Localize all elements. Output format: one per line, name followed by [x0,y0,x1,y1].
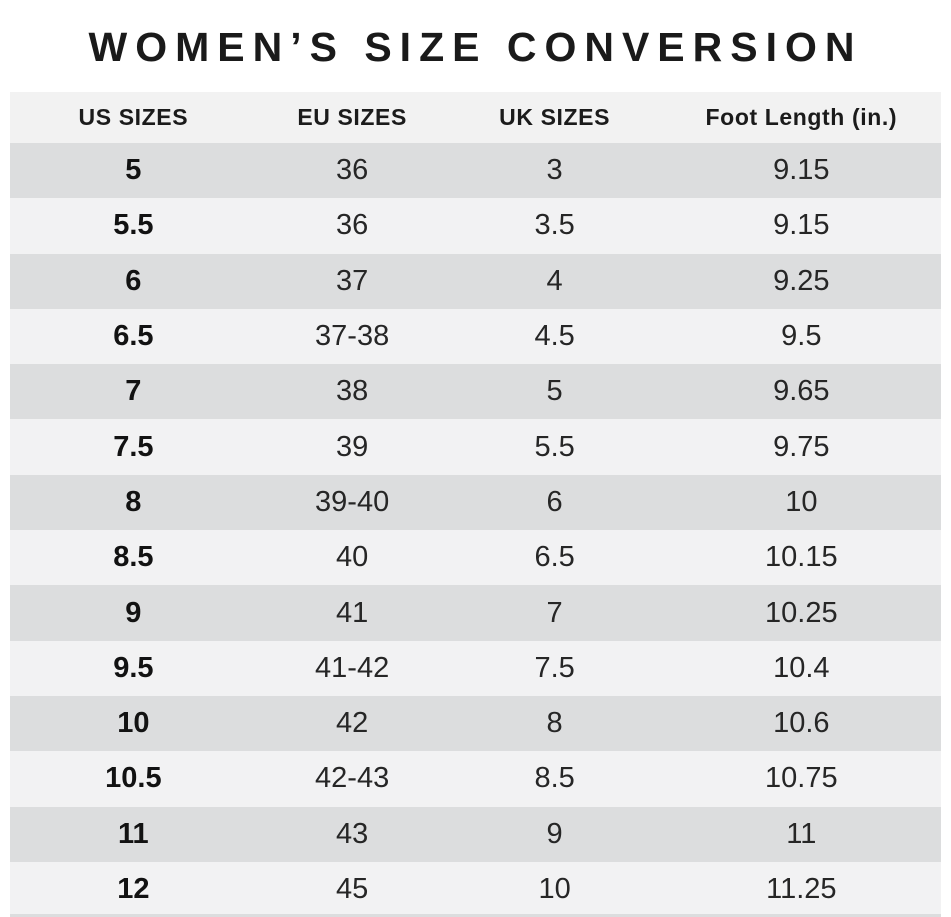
table-row: 10 42 8 10.6 [10,695,941,752]
cell-foot-length-in: 10.75 [765,762,838,795]
cell-uk-sizes: 5 [546,375,563,408]
column-header-foot-length-in: Foot Length (in.) [705,104,898,130]
cell-us-sizes: 8.5 [113,541,154,574]
cell-us-sizes: 6.5 [113,320,154,353]
table-bottom-edge [10,914,941,917]
cell-eu-sizes: 38 [335,375,369,408]
cell-eu-sizes: 36 [335,154,369,187]
cell-eu-sizes: 45 [335,873,369,905]
cell-eu-sizes: 42 [335,707,369,740]
cell-foot-length-in: 9.15 [773,209,830,242]
table-row: 7 38 5 9.65 [10,364,941,420]
cell-uk-sizes: 5.5 [534,430,575,463]
cell-eu-sizes: 42-43 [315,762,390,795]
cell-uk-sizes: 7.5 [534,651,575,684]
table-row: 5.5 36 3.5 9.15 [10,198,941,254]
table-row: 7.5 39 5.5 9.75 [10,419,941,475]
cell-foot-length-in: 9.25 [773,264,830,297]
cell-foot-length-in: 9.5 [781,320,822,353]
cell-uk-sizes: 4 [546,264,563,297]
cell-uk-sizes: 8 [546,707,563,740]
cell-eu-sizes: 41-42 [315,651,390,684]
table-row: 9.5 41-42 7.5 10.4 [10,640,941,696]
cell-eu-sizes: 43 [335,817,369,850]
cell-us-sizes: 10 [117,707,150,740]
cell-us-sizes: 8 [125,485,142,518]
table-header-row: US SIZES EU SIZES UK SIZES Foot Length (in.… [10,92,941,143]
table-row: 9 41 7 10.25 [10,585,941,641]
column-header-uk-sizes: UK SIZES [499,104,611,130]
cell-eu-sizes: 36 [335,209,369,242]
page-title: WOMEN’S SIZE CONVERSION [88,23,863,70]
table-row: 8.5 40 6.5 10.15 [10,530,941,586]
cell-us-sizes: 5 [125,154,142,187]
cell-us-sizes: 6 [125,264,142,297]
cell-eu-sizes: 37 [335,264,369,297]
cell-us-sizes: 9.5 [113,651,154,684]
cell-uk-sizes: 3 [546,154,563,187]
cell-foot-length-in: 9.65 [773,375,830,408]
cell-us-sizes: 9 [125,596,142,629]
cell-foot-length-in: 11.25 [766,873,837,905]
table-row: 6 37 4 9.25 [10,253,941,309]
size-conversion-table: US SIZES EU SIZES UK SIZES Foot Length (in.… [10,92,941,917]
cell-uk-sizes: 8.5 [534,762,575,795]
cell-us-sizes: 10.5 [105,762,162,795]
cell-us-sizes: 7.5 [113,430,154,463]
table-body: 5 36 3 9.15 5.5 36 3.5 9.15 6 37 4 9.25 6.5 37-38 4.5 9… [10,143,941,917]
cell-uk-sizes: 4.5 [534,320,575,353]
cell-uk-sizes: 6.5 [534,541,575,574]
table-row: 6.5 37-38 4.5 9.5 [10,308,941,365]
cell-us-sizes: 11 [118,817,149,850]
cell-eu-sizes: 39-40 [315,485,390,518]
cell-uk-sizes: 10 [538,873,571,905]
cell-foot-length-in: 11 [786,817,817,850]
cell-foot-length-in: 10.4 [773,651,830,684]
cell-foot-length-in: 10 [785,485,818,518]
table-row: 8 39-40 6 10 [10,474,941,531]
cell-uk-sizes: 9 [546,817,563,850]
table-row: 11 43 9 11 [10,806,941,862]
column-header-us-sizes: US SIZES [78,104,189,130]
cell-uk-sizes: 3.5 [534,209,575,242]
cell-foot-length-in: 10.15 [765,541,838,574]
column-header-eu-sizes: EU SIZES [297,104,407,130]
table-row: 10.5 42-43 8.5 10.75 [10,751,941,807]
cell-foot-length-in: 9.15 [773,154,830,187]
cell-us-sizes: 12 [117,873,150,905]
cell-eu-sizes: 37-38 [315,320,390,353]
cell-eu-sizes: 39 [335,430,369,463]
cell-foot-length-in: 9.75 [773,430,830,463]
cell-foot-length-in: 10.25 [765,596,838,629]
cell-us-sizes: 5.5 [113,209,154,242]
cell-foot-length-in: 10.6 [773,707,830,740]
cell-eu-sizes: 41 [335,596,369,629]
table-row: 5 36 3 9.15 [10,143,941,199]
cell-uk-sizes: 6 [546,485,563,518]
table-row: 12 45 10 11.25 [10,861,941,917]
cell-uk-sizes: 7 [546,596,563,629]
cell-us-sizes: 7 [125,375,142,408]
cell-eu-sizes: 40 [335,541,369,574]
